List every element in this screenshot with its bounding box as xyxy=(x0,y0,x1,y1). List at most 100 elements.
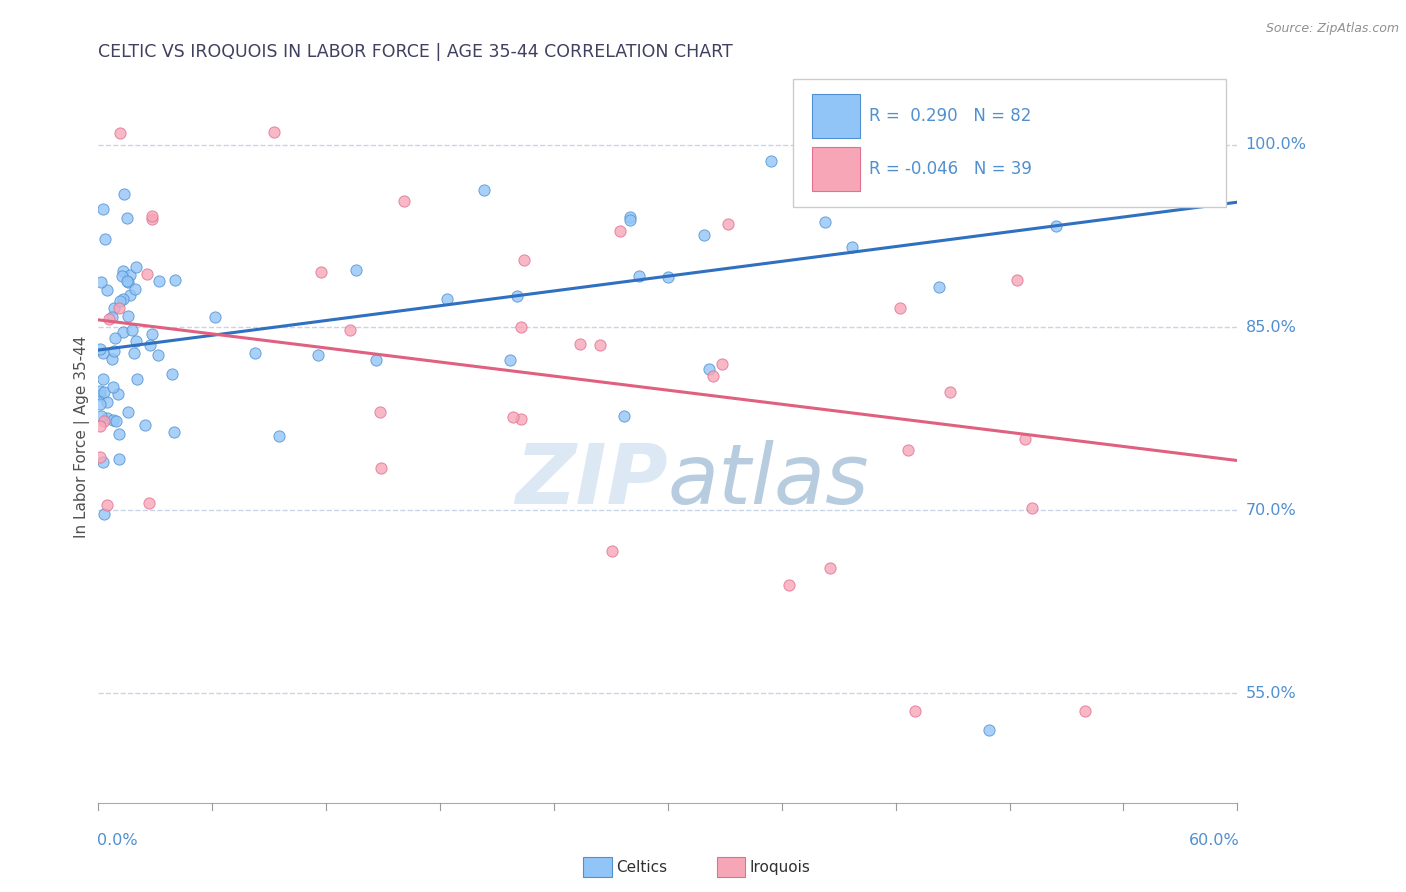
Point xyxy=(472,183,495,197)
Point xyxy=(613,409,636,424)
Point xyxy=(928,280,950,294)
Point xyxy=(162,367,184,381)
Point xyxy=(505,289,527,303)
Point xyxy=(269,429,291,443)
Point xyxy=(94,232,117,246)
Point xyxy=(163,273,186,287)
Point xyxy=(141,209,163,223)
Text: Celtics: Celtics xyxy=(616,860,666,874)
Point xyxy=(111,264,134,278)
Point xyxy=(627,268,650,283)
Point xyxy=(115,274,138,288)
Point xyxy=(897,443,920,458)
Point xyxy=(108,451,131,466)
Point xyxy=(121,323,143,337)
Point xyxy=(1040,123,1063,137)
Point xyxy=(509,412,531,426)
Point xyxy=(90,275,112,289)
Point xyxy=(263,125,285,139)
Point xyxy=(136,267,159,281)
Point xyxy=(141,211,163,226)
Point xyxy=(148,348,170,362)
Point xyxy=(91,345,114,359)
Text: 0.0%: 0.0% xyxy=(97,833,138,848)
Point xyxy=(89,343,111,357)
Point xyxy=(107,387,129,401)
Point xyxy=(711,357,734,371)
Point xyxy=(124,282,146,296)
Point xyxy=(697,362,720,376)
Text: CELTIC VS IROQUOIS IN LABOR FORCE | AGE 35-44 CORRELATION CHART: CELTIC VS IROQUOIS IN LABOR FORCE | AGE … xyxy=(98,44,733,62)
Point xyxy=(1005,273,1028,287)
Point xyxy=(115,211,138,225)
Point xyxy=(1076,153,1098,168)
Point xyxy=(127,372,149,386)
Text: ZIP: ZIP xyxy=(515,441,668,522)
Point xyxy=(108,427,131,442)
Text: 85.0%: 85.0% xyxy=(1246,320,1296,334)
Text: 70.0%: 70.0% xyxy=(1246,503,1296,517)
Point xyxy=(1045,219,1067,233)
Point xyxy=(91,372,114,386)
Point xyxy=(364,353,387,368)
Point xyxy=(1018,145,1040,159)
Point xyxy=(243,346,266,360)
Point xyxy=(112,186,135,201)
Point xyxy=(510,319,533,334)
Point xyxy=(101,310,124,324)
Point xyxy=(93,414,115,428)
Point xyxy=(108,293,131,308)
Point xyxy=(1021,501,1043,516)
Point xyxy=(118,268,141,283)
Point xyxy=(125,260,148,275)
Point xyxy=(97,311,120,326)
Point xyxy=(125,334,148,349)
Point xyxy=(344,263,367,277)
Point xyxy=(117,275,139,289)
Point xyxy=(778,577,800,591)
Text: R =  0.290   N = 82: R = 0.290 N = 82 xyxy=(869,107,1032,125)
Point xyxy=(1074,705,1097,719)
Point xyxy=(619,213,641,227)
Point xyxy=(904,705,927,719)
Point xyxy=(96,498,118,512)
Point xyxy=(499,353,522,368)
Point xyxy=(91,455,114,469)
Point xyxy=(1104,113,1126,128)
Point xyxy=(307,348,329,362)
Point xyxy=(368,405,391,419)
Text: 55.0%: 55.0% xyxy=(1246,686,1296,700)
Point xyxy=(108,301,131,315)
Point xyxy=(818,561,841,575)
Y-axis label: In Labor Force | Age 35-44: In Labor Force | Age 35-44 xyxy=(75,336,90,538)
Point xyxy=(139,338,162,352)
Point xyxy=(117,309,139,323)
Point xyxy=(163,425,186,440)
Point xyxy=(657,269,679,284)
Point xyxy=(118,288,141,302)
Point xyxy=(111,292,134,306)
Point xyxy=(502,410,524,425)
Point xyxy=(370,461,392,475)
Point xyxy=(702,368,724,383)
FancyBboxPatch shape xyxy=(793,78,1226,207)
Point xyxy=(108,126,131,140)
Point xyxy=(89,450,111,464)
Point xyxy=(602,544,624,558)
Point xyxy=(693,228,716,243)
Point xyxy=(91,202,114,217)
Point xyxy=(138,496,160,510)
Point xyxy=(568,337,591,351)
Text: Source: ZipAtlas.com: Source: ZipAtlas.com xyxy=(1265,22,1399,36)
Point xyxy=(309,265,332,279)
Point xyxy=(204,310,226,325)
Point xyxy=(122,346,145,360)
Point xyxy=(619,210,641,224)
Point xyxy=(814,215,837,229)
Point xyxy=(96,283,118,297)
Point xyxy=(889,301,911,315)
Text: 60.0%: 60.0% xyxy=(1188,833,1239,848)
Point xyxy=(96,394,118,409)
Point xyxy=(921,113,943,128)
Point xyxy=(100,351,122,366)
